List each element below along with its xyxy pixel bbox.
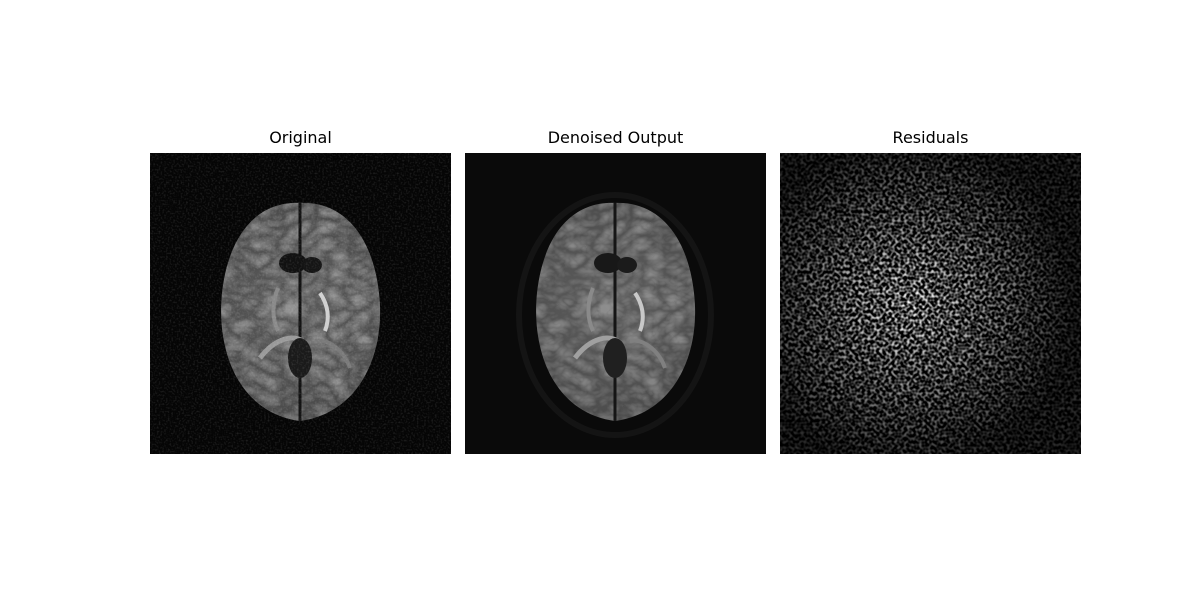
denoised-brain-image [465,153,766,454]
panel-title-denoised: Denoised Output [547,128,684,147]
residuals-image [780,153,1081,454]
panel-title-original: Original [269,128,332,147]
panel-title-residuals: Residuals [892,128,969,147]
original-brain-image [150,153,451,454]
